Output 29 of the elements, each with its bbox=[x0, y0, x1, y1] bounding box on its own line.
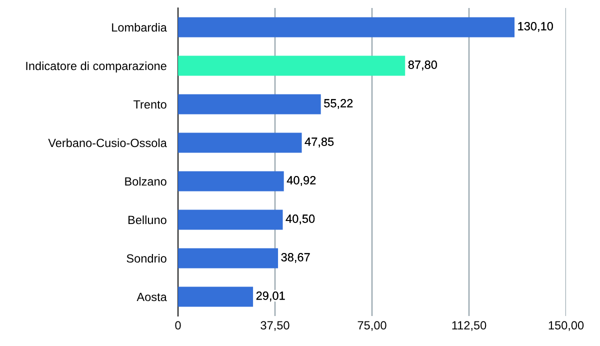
data-label: 38,67 bbox=[281, 253, 310, 263]
data-label: 29,01 bbox=[256, 292, 285, 302]
y-tick-label: Indicatore di comparazione bbox=[26, 61, 166, 72]
data-label: 87,80 bbox=[408, 60, 437, 70]
bar bbox=[178, 56, 406, 76]
x-tick-label: 0 bbox=[175, 321, 181, 330]
y-tick-label: Verbano-Cusio-Ossola bbox=[48, 138, 167, 148]
bar bbox=[178, 171, 284, 192]
data-label: 40,92 bbox=[286, 176, 316, 186]
bar bbox=[178, 210, 283, 230]
data-label: 130,10 bbox=[518, 22, 553, 32]
data-label: 40,50 bbox=[286, 214, 315, 224]
bar bbox=[178, 17, 515, 38]
bar bbox=[178, 94, 321, 114]
y-tick-label: Belluno bbox=[128, 215, 166, 224]
y-tick-label: Sondrio bbox=[126, 254, 166, 263]
bar bbox=[178, 132, 302, 153]
x-tick-label: 150,00 bbox=[548, 321, 584, 331]
y-tick-label: Trento bbox=[133, 100, 166, 109]
x-tick-label: 75,00 bbox=[358, 321, 386, 331]
x-tick-label: 112,50 bbox=[452, 321, 486, 331]
data-label: 47,85 bbox=[304, 138, 334, 148]
y-tick-label: Lombardia bbox=[112, 22, 167, 32]
y-tick-label: Aosta bbox=[136, 292, 167, 302]
y-tick-label: Bolzano bbox=[125, 176, 166, 186]
bar bbox=[178, 248, 278, 268]
data-label: 55,22 bbox=[324, 99, 353, 109]
bar bbox=[178, 286, 254, 307]
x-tick-label: 37,50 bbox=[260, 321, 290, 331]
